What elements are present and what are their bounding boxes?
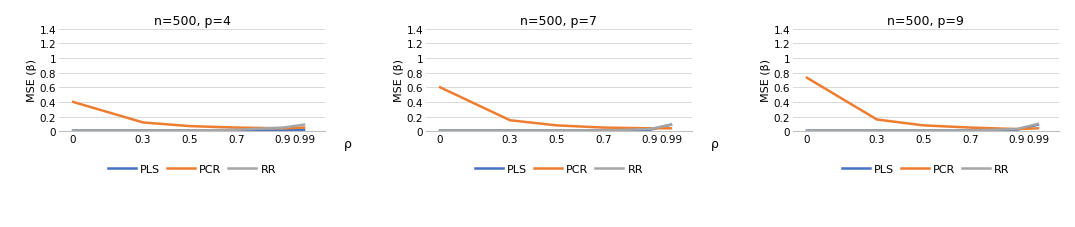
Y-axis label: MSE (β): MSE (β)	[27, 59, 37, 102]
Legend: PLS, PCR, RR: PLS, PCR, RR	[837, 160, 1015, 178]
Text: ρ: ρ	[711, 137, 718, 150]
Text: ρ: ρ	[344, 137, 352, 150]
Y-axis label: MSE (β): MSE (β)	[761, 59, 771, 102]
Title: n=500, p=4: n=500, p=4	[154, 15, 230, 28]
Title: n=500, p=9: n=500, p=9	[888, 15, 964, 28]
Y-axis label: MSE (β): MSE (β)	[393, 59, 404, 102]
Legend: PLS, PCR, RR: PLS, PCR, RR	[471, 160, 647, 178]
Title: n=500, p=7: n=500, p=7	[520, 15, 598, 28]
Legend: PLS, PCR, RR: PLS, PCR, RR	[103, 160, 281, 178]
